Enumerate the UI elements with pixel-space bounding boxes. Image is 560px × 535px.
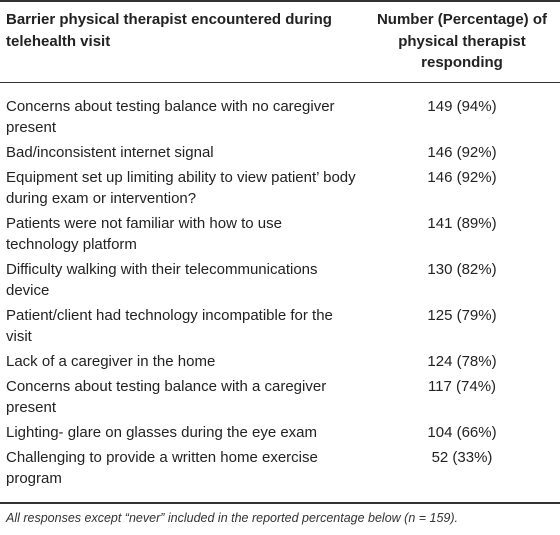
column-header-barrier: Barrier physical therapist encountered d… (6, 11, 332, 50)
column-header-number: Number (Percentage) of physical therapis… (376, 11, 548, 71)
table-top-rule (0, 0, 560, 2)
table-bottom-rule (0, 502, 560, 504)
barrier-cell: Lighting- glare on glasses during the ey… (6, 424, 318, 441)
value-cell: 52 (33%) (431, 449, 493, 466)
table-row: Concerns about testing balance with no c… (0, 96, 560, 138)
barrier-cell: Bad/inconsistent internet signal (6, 144, 214, 161)
table-row: Patient/client had technology incompatib… (0, 305, 560, 347)
barrier-cell: Challenging to provide a written home ex… (6, 449, 318, 487)
barrier-cell: Equipment set up limiting ability to vie… (6, 169, 356, 207)
value-cell: 130 (82%) (427, 261, 497, 278)
value-cell: 104 (66%) (427, 424, 497, 441)
table-row: Lack of a caregiver in the home 124 (78%… (0, 351, 560, 372)
value-cell: 125 (79%) (427, 307, 497, 324)
table-row: Equipment set up limiting ability to vie… (0, 167, 560, 209)
value-cell: 117 (74%) (427, 378, 497, 395)
value-cell: 149 (94%) (427, 98, 497, 115)
barrier-cell: Concerns about testing balance with a ca… (6, 378, 327, 416)
barrier-cell: Patient/client had technology incompatib… (6, 307, 333, 345)
barrier-cell: Lack of a caregiver in the home (6, 353, 216, 370)
table-row: Difficulty walking with their telecommun… (0, 259, 560, 301)
table-row: Bad/inconsistent internet signal 146 (92… (0, 142, 560, 163)
value-cell: 124 (78%) (427, 353, 497, 370)
barrier-cell: Difficulty walking with their telecommun… (6, 261, 318, 299)
table-row: Challenging to provide a written home ex… (0, 447, 560, 489)
barrier-cell: Concerns about testing balance with no c… (6, 98, 335, 136)
header-divider-rule (0, 82, 560, 83)
value-cell: 141 (89%) (427, 215, 497, 232)
table-row: Lighting- glare on glasses during the ey… (0, 422, 560, 443)
table-body: Concerns about testing balance with no c… (0, 96, 560, 493)
table-row: Patients were not familiar with how to u… (0, 213, 560, 255)
table-footnote: All responses except “never” included in… (6, 511, 459, 525)
table-row: Concerns about testing balance with a ca… (0, 376, 560, 418)
value-cell: 146 (92%) (427, 169, 497, 186)
barrier-cell: Patients were not familiar with how to u… (6, 215, 282, 253)
value-cell: 146 (92%) (427, 144, 497, 161)
